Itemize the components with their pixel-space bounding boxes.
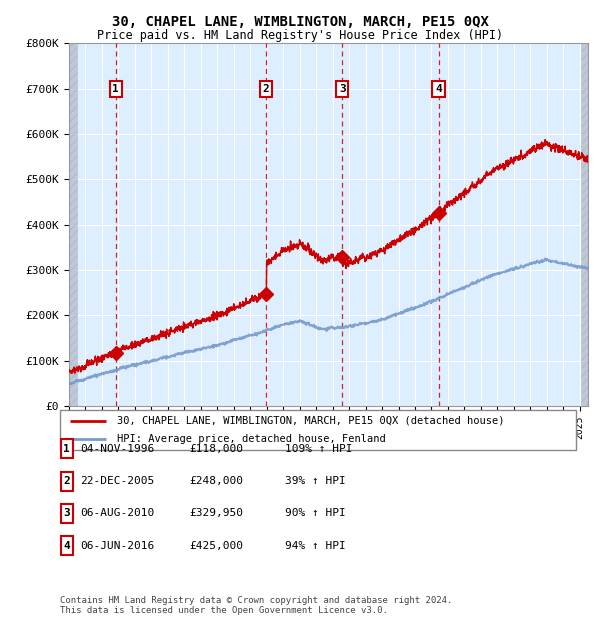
- Text: 3: 3: [63, 508, 70, 518]
- Text: Price paid vs. HM Land Registry's House Price Index (HPI): Price paid vs. HM Land Registry's House …: [97, 30, 503, 42]
- Text: 30, CHAPEL LANE, WIMBLINGTON, MARCH, PE15 0QX (detached house): 30, CHAPEL LANE, WIMBLINGTON, MARCH, PE1…: [117, 416, 504, 426]
- Text: 4: 4: [435, 84, 442, 94]
- Bar: [581, 43, 588, 406]
- Text: Contains HM Land Registry data © Crown copyright and database right 2024.
This d: Contains HM Land Registry data © Crown c…: [60, 596, 452, 615]
- Text: 1: 1: [112, 84, 119, 94]
- Text: 04-NOV-1996: 04-NOV-1996: [80, 444, 154, 454]
- Text: £425,000: £425,000: [189, 541, 243, 551]
- Text: 22-DEC-2005: 22-DEC-2005: [80, 476, 154, 486]
- FancyBboxPatch shape: [61, 504, 73, 523]
- Text: £118,000: £118,000: [189, 444, 243, 454]
- Text: £248,000: £248,000: [189, 476, 243, 486]
- Text: 1: 1: [63, 444, 70, 454]
- Text: £329,950: £329,950: [189, 508, 243, 518]
- Bar: [69, 43, 77, 406]
- FancyBboxPatch shape: [60, 410, 576, 449]
- Text: 30, CHAPEL LANE, WIMBLINGTON, MARCH, PE15 0QX: 30, CHAPEL LANE, WIMBLINGTON, MARCH, PE1…: [112, 15, 488, 29]
- Text: 109% ↑ HPI: 109% ↑ HPI: [285, 444, 353, 454]
- Text: 2: 2: [63, 476, 70, 486]
- Text: 4: 4: [63, 541, 70, 551]
- FancyBboxPatch shape: [61, 472, 73, 490]
- Text: 39% ↑ HPI: 39% ↑ HPI: [285, 476, 346, 486]
- FancyBboxPatch shape: [61, 536, 73, 555]
- Text: 94% ↑ HPI: 94% ↑ HPI: [285, 541, 346, 551]
- Text: 3: 3: [339, 84, 346, 94]
- FancyBboxPatch shape: [61, 440, 73, 458]
- Text: HPI: Average price, detached house, Fenland: HPI: Average price, detached house, Fenl…: [117, 434, 386, 444]
- Text: 06-JUN-2016: 06-JUN-2016: [80, 541, 154, 551]
- Text: 06-AUG-2010: 06-AUG-2010: [80, 508, 154, 518]
- Text: 2: 2: [263, 84, 269, 94]
- Text: 90% ↑ HPI: 90% ↑ HPI: [285, 508, 346, 518]
